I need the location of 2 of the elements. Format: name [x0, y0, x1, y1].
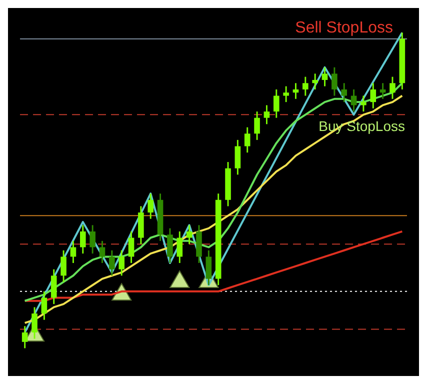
annotation: Sell StopLoss [295, 19, 393, 36]
annotation: Buy StopLoss [318, 118, 405, 134]
